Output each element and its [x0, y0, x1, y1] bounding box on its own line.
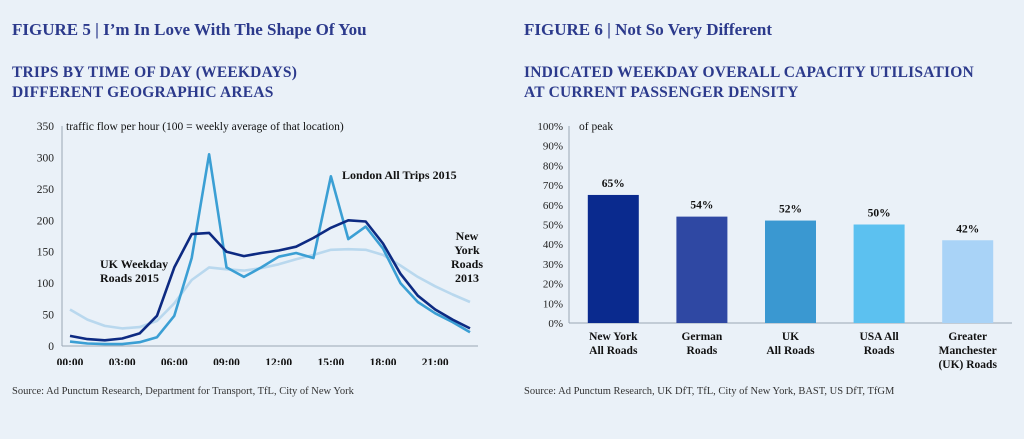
x-category-label-line: UK — [782, 331, 799, 343]
bar-value-label: 65% — [602, 178, 625, 190]
figure-5-label: FIGURE 5 | I’m In Love With The Shape Of… — [12, 20, 367, 39]
figure-5-chart-title: TRIPS BY TIME OF DAY (WEEKDAYS) DIFFEREN… — [12, 63, 297, 103]
figure-6-title-line2: AT CURRENT PASSENGER DENSITY — [524, 84, 799, 101]
series-label-line: York — [454, 243, 480, 257]
x-tick-label: 21:00 — [422, 357, 449, 365]
x-category-label-line: Roads — [687, 345, 718, 357]
figure-6-title-line1: INDICATED WEEKDAY OVERALL CAPACITY UTILI… — [524, 64, 974, 81]
bar — [587, 194, 639, 323]
x-category-label: UK All Roads — [766, 331, 815, 357]
x-category-label-line: All Roads — [589, 345, 638, 357]
y-tick-label: 70% — [543, 180, 563, 192]
y-tick-label: 0% — [548, 318, 563, 330]
y-tick-label: 80% — [543, 160, 563, 172]
x-category-label-line: Roads — [864, 345, 895, 357]
y-tick-label: 30% — [543, 259, 563, 271]
y-tick-label: 10% — [543, 298, 563, 310]
y-tick-label: 150 — [37, 247, 55, 259]
x-tick-label: 18:00 — [370, 357, 397, 365]
x-category-label-line: New York — [589, 331, 638, 343]
line-chart: 0 50 100 150 200 250 300 350 traffic flow per ho… — [37, 121, 484, 365]
series-label-0: UK Weekday Roads 2015 — [100, 257, 168, 285]
x-category-label-line: USA All — [859, 331, 898, 343]
x-tick-label: 09:00 — [213, 357, 240, 365]
y-tick-label: 90% — [543, 141, 563, 153]
x-category-label: German Roads — [681, 331, 722, 357]
y-tick-label: 60% — [543, 200, 563, 212]
figure-6-source: Source: Ad Punctum Research, UK DfT, TfL… — [524, 386, 895, 397]
bar-chart: 0% 10% 20% 30% 40% 50% 60% 70% 80% 90% 100% of peak… — [537, 121, 1012, 371]
x-category-label-line: Greater — [948, 331, 987, 343]
x-tick-label: 00:00 — [57, 357, 84, 365]
series-label-line: London All Trips 2015 — [342, 168, 457, 182]
x-tick-label: 12:00 — [265, 357, 292, 365]
x-category-label-line: All Roads — [766, 345, 815, 357]
y-tick-label: 50 — [43, 310, 55, 322]
series-label-line: Roads — [451, 257, 483, 271]
bar-value-label: 52% — [779, 204, 802, 216]
y-tick-label: 350 — [37, 121, 55, 133]
y-tick-label: 50% — [543, 220, 563, 232]
series-label-2: New York Roads 2013 — [451, 229, 483, 285]
figure-5-title-line2: DIFFERENT GEOGRAPHIC AREAS — [12, 84, 274, 101]
x-category-label: Greater Manchester (UK) Roads — [938, 331, 997, 371]
series-label-line: UK Weekday — [100, 257, 168, 271]
y-tick-label: 200 — [37, 215, 55, 227]
series-label-line: New — [456, 229, 479, 243]
x-tick-label: 06:00 — [161, 357, 188, 365]
y-tick-label: 40% — [543, 239, 563, 251]
x-category-label-line: German — [681, 331, 722, 343]
y-tick-label: 300 — [37, 152, 55, 164]
series-label-line: Roads 2015 — [100, 271, 159, 285]
y-tick-label: 20% — [543, 279, 563, 291]
figure-5-source: Source: Ad Punctum Research, Department … — [12, 386, 354, 397]
y-tick-label: 0 — [48, 341, 54, 353]
bar — [853, 224, 905, 323]
y-axis-title: traffic flow per hour (100 = weekly aver… — [66, 121, 344, 133]
x-category-label-line: (UK) Roads — [938, 359, 997, 371]
x-category-label: USA All Roads — [859, 331, 898, 357]
bar-value-label: 50% — [868, 208, 891, 220]
x-tick-label: 15:00 — [317, 357, 344, 365]
series-line-2 — [69, 247, 471, 330]
y-tick-label: 100 — [37, 278, 55, 290]
bar — [765, 220, 816, 323]
series-line-1 — [69, 152, 471, 346]
y-tick-label: 100% — [537, 121, 563, 133]
series-line-0 — [69, 219, 471, 342]
bar-value-label: 54% — [690, 200, 713, 212]
x-category-label: New York All Roads — [589, 331, 638, 357]
bar-value-label: 42% — [956, 223, 979, 235]
bar — [942, 240, 994, 323]
y-tick-label: 250 — [37, 184, 55, 196]
y-axis-title: of peak — [579, 121, 613, 133]
figure-6-label: FIGURE 6 | Not So Very Different — [524, 20, 773, 39]
figure-6-chart-title: INDICATED WEEKDAY OVERALL CAPACITY UTILI… — [524, 63, 974, 103]
x-category-label-line: Manchester — [939, 345, 997, 357]
series-label-1: London All Trips 2015 — [342, 168, 457, 182]
x-tick-label: 03:00 — [109, 357, 136, 365]
series-label-line: 2013 — [455, 271, 479, 285]
figure-5-title-line1: TRIPS BY TIME OF DAY (WEEKDAYS) — [12, 64, 298, 81]
bar — [676, 216, 728, 323]
